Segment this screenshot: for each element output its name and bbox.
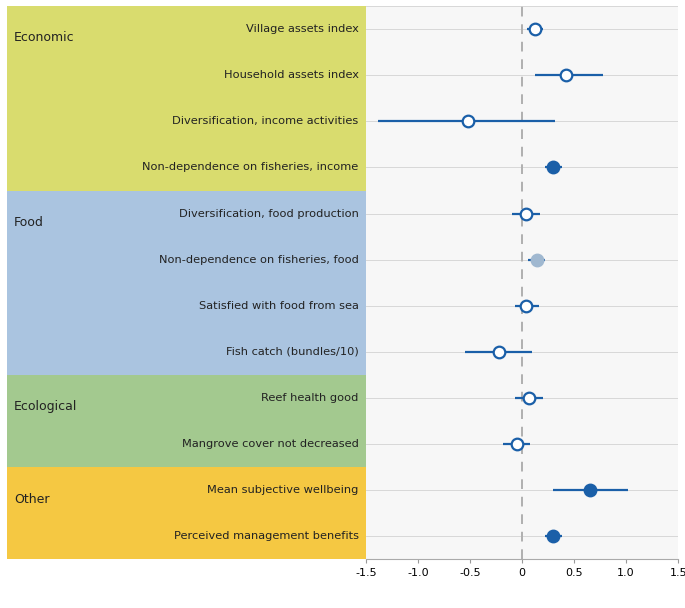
Point — [494, 347, 505, 357]
Text: Household assets index: Household assets index — [224, 71, 359, 80]
Text: Ecological: Ecological — [14, 400, 77, 413]
Point — [560, 71, 571, 80]
Text: Perceived management benefits: Perceived management benefits — [174, 531, 359, 541]
Bar — [7, 6, 366, 190]
Text: Mangrove cover not decreased: Mangrove cover not decreased — [182, 439, 359, 449]
Bar — [7, 467, 366, 559]
Point — [524, 393, 535, 403]
Point — [584, 485, 595, 495]
Point — [529, 24, 540, 34]
Text: Mean subjective wellbeing: Mean subjective wellbeing — [208, 485, 359, 495]
Point — [548, 162, 559, 172]
Text: Village assets index: Village assets index — [246, 24, 359, 34]
Text: Diversification, income activities: Diversification, income activities — [173, 116, 359, 126]
Text: Other: Other — [14, 492, 49, 505]
Text: Fish catch (bundles/10): Fish catch (bundles/10) — [226, 347, 359, 357]
Text: Reef health good: Reef health good — [262, 393, 359, 403]
Text: Food: Food — [14, 216, 44, 229]
Bar — [7, 190, 366, 375]
Point — [521, 209, 532, 218]
Point — [462, 117, 473, 126]
Point — [521, 301, 532, 311]
Text: Diversification, food production: Diversification, food production — [179, 209, 359, 218]
Bar — [7, 375, 366, 467]
Text: Non-dependence on fisheries, income: Non-dependence on fisheries, income — [142, 162, 359, 173]
Point — [511, 439, 522, 449]
Text: Economic: Economic — [14, 32, 75, 44]
Text: Non-dependence on fisheries, food: Non-dependence on fisheries, food — [159, 255, 359, 264]
Point — [531, 255, 542, 264]
Point — [548, 531, 559, 541]
Text: Satisfied with food from sea: Satisfied with food from sea — [199, 301, 359, 311]
